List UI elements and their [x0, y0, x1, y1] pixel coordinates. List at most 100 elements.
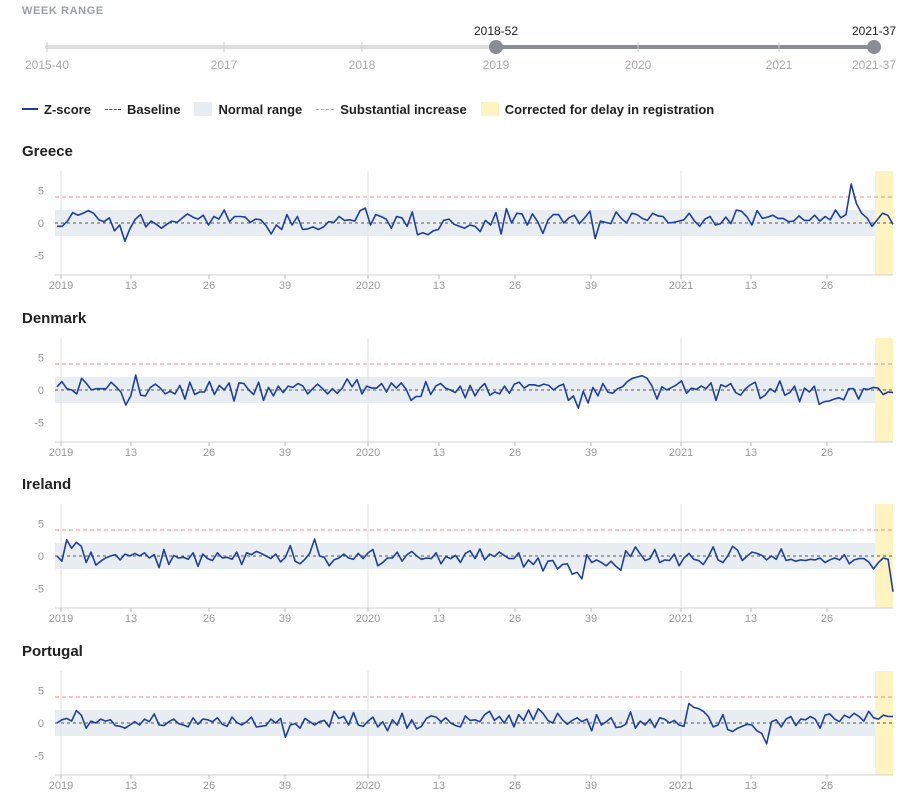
slider-start-label: 2015-40 — [25, 58, 69, 72]
chart-portugal: 5 0 -5 2019 13 26 39 2020 13 26 39 2021 13 26 — [34, 671, 893, 792]
substantial-increase-swatch — [316, 108, 335, 110]
x-tick-label: 26 — [509, 447, 521, 459]
x-tick-label: 2021 — [669, 447, 693, 459]
chart-ireland: 5 0 -5 2019 13 26 39 2020 13 26 39 2021 13 26 — [34, 504, 894, 625]
legend-zscore[interactable]: Z-score — [22, 102, 91, 117]
slider-year-label: 2021 — [766, 58, 793, 72]
slider-year-label: 2020 — [625, 58, 652, 72]
x-tick-label: 26 — [509, 780, 521, 792]
country-title-greece: Greece — [22, 143, 73, 160]
x-tick-label: 2019 — [49, 447, 73, 459]
x-tick-label: 39 — [279, 613, 291, 625]
legend-substantial-label: Substantial increase — [340, 101, 467, 117]
x-tick-label: 39 — [279, 780, 291, 792]
x-tick-label: 39 — [585, 780, 597, 792]
slider-year-label: 2018 — [349, 58, 376, 72]
y-tick-label: -5 — [34, 418, 44, 430]
zscore-series-line — [56, 374, 894, 409]
x-tick-label: 26 — [203, 613, 215, 625]
y-tick-label: 0 — [38, 551, 44, 563]
x-tick-label: 2020 — [356, 780, 380, 792]
x-tick-label: 39 — [279, 280, 291, 292]
slider-year-label: 2019 — [483, 58, 510, 72]
slider-selected-start-label: 2018-52 — [474, 24, 518, 38]
x-tick-label: 13 — [433, 780, 445, 792]
x-tick-label: 13 — [433, 613, 445, 625]
legend-corrected[interactable]: Corrected for delay in registration — [480, 101, 715, 117]
x-tick-label: 2021 — [669, 280, 693, 292]
zscore-series-line — [57, 183, 894, 242]
x-tick-label: 13 — [745, 613, 757, 625]
slider-selected-end-label: 2021-37 — [852, 24, 896, 38]
legend: Z-score Baseline Normal range Substantia… — [22, 101, 728, 117]
x-tick-label: 26 — [821, 613, 833, 625]
week-range-slider[interactable]: 2017 2018 2019 2020 2021 2018-52 2021-37 201… — [0, 20, 908, 80]
y-tick-label: 5 — [38, 519, 44, 531]
x-tick-label: 39 — [279, 447, 291, 459]
x-tick-label: 2020 — [356, 280, 380, 292]
baseline-dash-swatch — [104, 108, 121, 110]
x-tick-label: 2019 — [49, 613, 73, 625]
legend-normal-range-label: Normal range — [218, 101, 303, 117]
slider-year-label: 2017 — [211, 58, 238, 72]
y-tick-label: 0 — [38, 718, 44, 730]
chart-greece: 5 0 -5 2019 13 26 39 2020 13 26 39 2021 13 26 — [34, 171, 894, 292]
x-tick-label: 26 — [821, 780, 833, 792]
zscore-line-swatch — [22, 108, 38, 110]
legend-baseline[interactable]: Baseline — [104, 101, 181, 117]
y-tick-label: -5 — [34, 251, 44, 263]
corrected-swatch — [480, 102, 499, 116]
legend-substantial-increase[interactable]: Substantial increase — [316, 101, 467, 117]
zscore-series-line — [56, 702, 893, 745]
y-tick-label: -5 — [34, 751, 44, 763]
country-title-ireland: Ireland — [22, 476, 72, 493]
x-tick-label: 13 — [125, 613, 137, 625]
country-title-portugal: Portugal — [22, 643, 83, 660]
country-title-denmark: Denmark — [22, 310, 87, 327]
x-tick-label: 13 — [125, 780, 137, 792]
legend-normal-range[interactable]: Normal range — [194, 102, 302, 117]
x-tick-label: 2019 — [49, 280, 73, 292]
x-tick-label: 26 — [203, 780, 215, 792]
week-range-title: WEEK RANGE — [22, 5, 104, 17]
slider-handle-start[interactable] — [489, 40, 503, 54]
normal-range-band — [55, 377, 893, 403]
x-tick-label: 2020 — [356, 613, 380, 625]
normal-range-band — [55, 210, 893, 236]
x-tick-label: 13 — [125, 447, 137, 459]
x-tick-label: 2019 — [49, 780, 73, 792]
x-tick-label: 2021 — [669, 613, 693, 625]
x-tick-label: 26 — [203, 447, 215, 459]
y-tick-label: 5 — [38, 686, 44, 698]
x-tick-label: 13 — [433, 280, 445, 292]
y-tick-label: -5 — [34, 584, 44, 596]
x-tick-label: 26 — [821, 447, 833, 459]
x-tick-label: 26 — [203, 280, 215, 292]
x-tick-label: 13 — [125, 280, 137, 292]
x-tick-label: 13 — [433, 447, 445, 459]
normal-range-band — [55, 710, 893, 736]
legend-corrected-label: Corrected for delay in registration — [504, 101, 715, 117]
x-tick-label: 26 — [509, 280, 521, 292]
x-tick-label: 39 — [585, 613, 597, 625]
x-tick-label: 39 — [585, 447, 597, 459]
slider-end-label: 2021-37 — [852, 58, 896, 72]
x-tick-label: 13 — [745, 447, 757, 459]
x-tick-label: 13 — [745, 780, 757, 792]
slider-handle-end[interactable] — [867, 40, 881, 54]
x-tick-label: 13 — [745, 280, 757, 292]
chart-denmark: 5 0 -5 2019 13 26 39 2020 13 26 39 2021 13 26 — [34, 338, 894, 459]
normal-range-swatch — [194, 102, 213, 116]
slider-year-ticks: 2017 2018 2019 2020 2021 — [211, 42, 793, 72]
zscore-series-line — [56, 538, 894, 592]
x-tick-label: 26 — [821, 280, 833, 292]
x-tick-label: 2021 — [669, 780, 693, 792]
x-tick-label: 39 — [585, 280, 597, 292]
y-tick-label: 5 — [38, 353, 44, 365]
legend-zscore-label: Z-score — [44, 101, 91, 117]
x-tick-label: 26 — [509, 613, 521, 625]
legend-baseline-label: Baseline — [126, 101, 181, 117]
x-tick-label: 2020 — [356, 447, 380, 459]
y-tick-label: 0 — [38, 385, 44, 397]
y-tick-label: 5 — [38, 186, 44, 198]
